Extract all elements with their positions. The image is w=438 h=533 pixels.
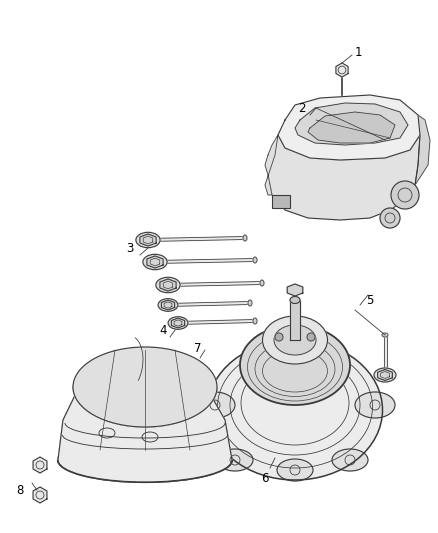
Polygon shape — [295, 103, 408, 145]
Polygon shape — [155, 259, 255, 263]
Polygon shape — [148, 237, 245, 241]
Ellipse shape — [253, 318, 257, 324]
Ellipse shape — [136, 232, 160, 248]
Text: 7: 7 — [194, 342, 202, 354]
Text: 8: 8 — [16, 483, 24, 497]
Ellipse shape — [332, 449, 368, 471]
Polygon shape — [168, 302, 250, 306]
Polygon shape — [268, 135, 420, 220]
Text: 6: 6 — [261, 472, 269, 484]
Ellipse shape — [168, 317, 188, 329]
Polygon shape — [178, 319, 255, 325]
Ellipse shape — [143, 254, 167, 270]
Ellipse shape — [382, 333, 388, 337]
Polygon shape — [171, 318, 185, 328]
Text: 1: 1 — [354, 45, 362, 59]
Circle shape — [307, 333, 315, 341]
Text: 4: 4 — [159, 324, 167, 336]
Polygon shape — [265, 135, 278, 195]
Circle shape — [380, 208, 400, 228]
Polygon shape — [336, 63, 348, 77]
Ellipse shape — [277, 459, 313, 481]
Ellipse shape — [274, 325, 316, 355]
Text: 5: 5 — [366, 294, 374, 306]
Polygon shape — [33, 457, 47, 473]
Polygon shape — [140, 234, 156, 246]
Polygon shape — [147, 256, 163, 268]
Ellipse shape — [217, 449, 253, 471]
Ellipse shape — [253, 257, 257, 263]
Text: 2: 2 — [298, 101, 306, 115]
Polygon shape — [378, 369, 392, 381]
Polygon shape — [168, 281, 262, 287]
Ellipse shape — [355, 392, 395, 418]
Ellipse shape — [240, 325, 350, 405]
Ellipse shape — [156, 277, 180, 293]
Ellipse shape — [195, 392, 235, 418]
Polygon shape — [33, 487, 47, 503]
Polygon shape — [405, 115, 430, 200]
Ellipse shape — [208, 340, 382, 480]
Circle shape — [391, 181, 419, 209]
Ellipse shape — [73, 347, 217, 427]
Polygon shape — [287, 284, 303, 296]
Polygon shape — [384, 335, 386, 375]
Ellipse shape — [260, 280, 264, 286]
Polygon shape — [58, 385, 232, 482]
Polygon shape — [290, 300, 300, 340]
Ellipse shape — [262, 316, 328, 364]
FancyBboxPatch shape — [272, 195, 290, 208]
Ellipse shape — [158, 298, 178, 311]
Ellipse shape — [243, 235, 247, 241]
Polygon shape — [278, 95, 420, 160]
Ellipse shape — [374, 368, 396, 382]
Ellipse shape — [290, 296, 300, 303]
Circle shape — [275, 333, 283, 341]
Polygon shape — [161, 300, 175, 310]
Text: 3: 3 — [126, 241, 134, 254]
Polygon shape — [308, 112, 395, 143]
Ellipse shape — [57, 438, 233, 482]
Polygon shape — [160, 279, 176, 291]
Ellipse shape — [248, 300, 252, 306]
